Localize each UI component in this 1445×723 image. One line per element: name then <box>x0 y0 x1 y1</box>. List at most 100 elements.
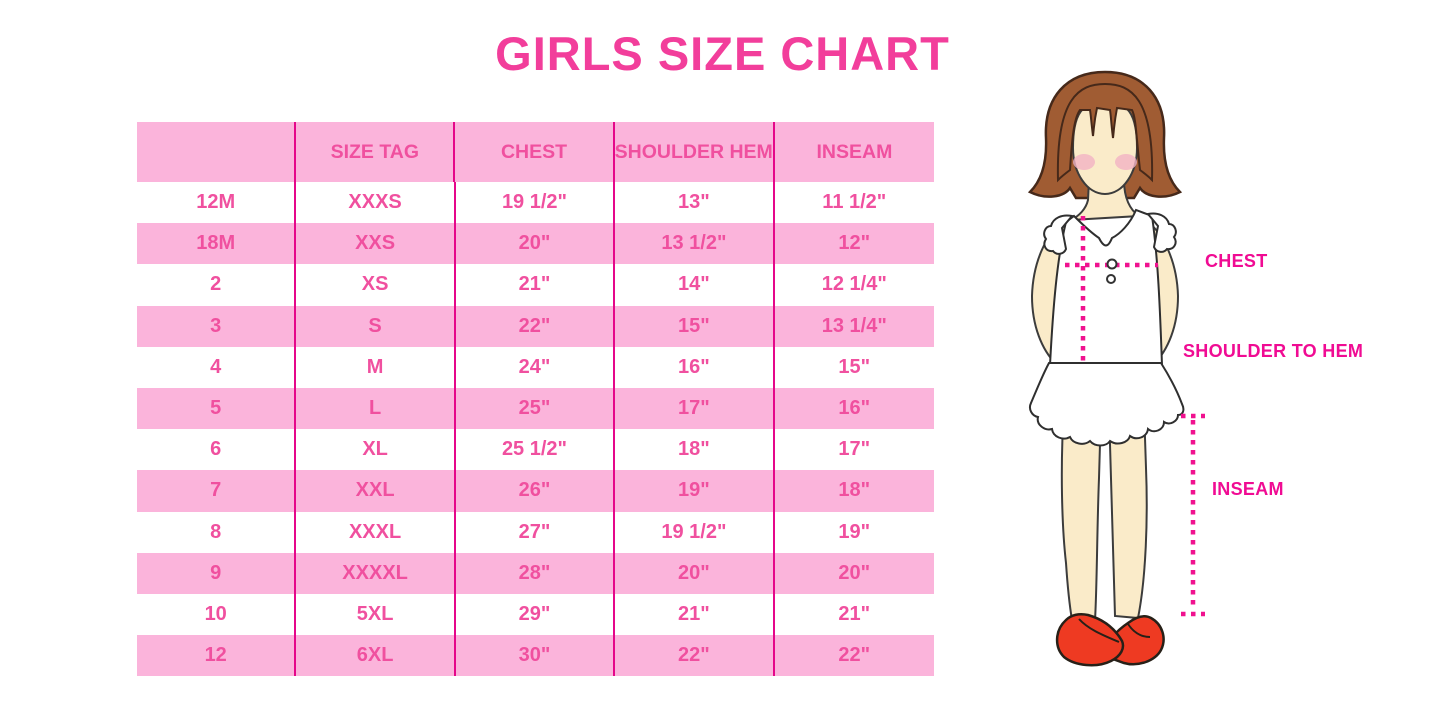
table-cell: XXS <box>296 223 456 265</box>
table-cell: XXXS <box>296 182 456 224</box>
table-cell: 19" <box>838 520 871 543</box>
table-cell: 5XL <box>296 593 456 636</box>
table-cell: 30" <box>456 635 616 677</box>
table-cell: XXXXL <box>296 552 456 594</box>
header-cell <box>137 122 297 182</box>
table-cell: 12 <box>137 635 297 677</box>
table-cell: 12 1/4" <box>821 273 887 296</box>
inseam-label: INSEAM <box>1212 479 1284 499</box>
table-cell: L <box>296 387 456 430</box>
table-cell: 15" <box>838 355 871 378</box>
girls-size-table: SIZE TAG CHEST SHOULDER HEM INSEAM 12M XXXS 19… <box>137 122 934 677</box>
table-cell: 25" <box>456 387 616 430</box>
table-cell: 19 1/2" <box>615 511 775 553</box>
table-row: 5 L 25" 17" 16" <box>137 387 934 430</box>
table-row: 12 6XL 30" 22" 22" <box>137 635 934 677</box>
left-shoulder-ruffle <box>1043 214 1074 255</box>
table-cell: 24" <box>456 346 616 388</box>
table-cell: 20" <box>456 223 616 265</box>
table-cell: 10 <box>137 593 297 636</box>
right-leg-shape <box>1107 406 1148 620</box>
table-cell: M <box>296 346 456 388</box>
table-row: 4 M 24" 16" 15" <box>137 346 934 388</box>
table-cell: XS <box>296 264 456 306</box>
top-button-1 <box>1106 258 1118 270</box>
table-cell: 12M <box>137 182 297 224</box>
shoulder-to-hem-label: SHOULDER TO HEM <box>1183 341 1364 361</box>
table-cell: 19" <box>615 470 775 512</box>
table-cell: 29" <box>456 593 616 636</box>
top-button-2 <box>1106 274 1116 284</box>
right-shoe-strap <box>1127 623 1151 638</box>
table-row: 18M XXS 20" 13 1/2" 12" <box>137 223 934 265</box>
table-cell: 21" <box>456 264 616 306</box>
measurement-diagram: CHEST SHOULDER TO HEM INSEAM <box>1000 58 1445 698</box>
header-cell: SHOULDER HEM <box>615 122 775 182</box>
table-cell: 3 <box>137 305 297 347</box>
table-row: 12M XXXS 19 1/2" 13" 11 1/2" <box>137 182 934 224</box>
table-cell: 8 <box>137 511 297 553</box>
table-row: 8 XXXL 27" 19 1/2" 19" <box>137 511 934 553</box>
header-cell: CHEST <box>455 122 615 182</box>
table-header-row: SIZE TAG CHEST SHOULDER HEM INSEAM <box>137 122 934 182</box>
bangs-shape <box>1056 82 1154 183</box>
right-shoulder-ruffle <box>1146 212 1177 253</box>
table-cell: 25 1/2" <box>456 429 616 471</box>
table-cell: 4 <box>137 346 297 388</box>
table-cell: 18" <box>838 479 871 502</box>
table-cell: 6 <box>137 429 297 471</box>
table-cell: 28" <box>456 552 616 594</box>
skirt-shape <box>1028 362 1185 447</box>
table-cell: 11 1/2" <box>822 191 887 214</box>
table-cell: 22" <box>838 644 871 667</box>
header-cell: INSEAM <box>816 140 893 163</box>
table-row: 7 XXL 26" 19" 18" <box>137 470 934 512</box>
blush-left <box>1073 154 1095 170</box>
table-cell: 22" <box>456 305 616 347</box>
table-cell: 20" <box>615 552 775 594</box>
table-cell: 9 <box>137 552 297 594</box>
table-cell: 15" <box>615 305 775 347</box>
table-cell: 16" <box>615 346 775 388</box>
table-cell: XL <box>296 429 456 471</box>
left-shoe-strap <box>1078 618 1120 643</box>
table-cell: 21" <box>838 602 871 625</box>
table-cell: 22" <box>615 635 775 677</box>
table-cell: 18M <box>137 223 297 265</box>
face-shape <box>1071 100 1139 196</box>
table-cell: 13 1/4" <box>821 314 887 337</box>
table-cell: 12" <box>838 232 871 255</box>
top-garment-shape <box>1048 208 1164 366</box>
neck-shape <box>1070 179 1143 221</box>
table-cell: 7 <box>137 470 297 512</box>
table-cell: 16" <box>838 397 871 420</box>
table-cell: 26" <box>456 470 616 512</box>
table-cell: 2 <box>137 264 297 306</box>
table-row: 9 XXXXL 28" 20" 20" <box>137 552 934 594</box>
table-cell: 21" <box>615 593 775 636</box>
table-row: 3 S 22" 15" 13 1/4" <box>137 305 934 347</box>
table-cell: 6XL <box>296 635 456 677</box>
table-cell: 5 <box>137 387 297 430</box>
left-shoe-shape <box>1055 612 1125 667</box>
table-cell: 13 1/2" <box>615 223 775 265</box>
blush-right <box>1115 154 1137 170</box>
table-cell: 20" <box>838 561 871 584</box>
table-cell: 17" <box>838 438 871 461</box>
table-row: 2 XS 21" 14" 12 1/4" <box>137 264 934 306</box>
table-cell: XXL <box>296 470 456 512</box>
table-cell: 19 1/2" <box>456 182 616 224</box>
table-cell: 18" <box>615 429 775 471</box>
page-title: GIRLS SIZE CHART <box>495 27 950 80</box>
table-cell: 27" <box>456 511 616 553</box>
table-row: 6 XL 25 1/2" 18" 17" <box>137 429 934 471</box>
chest-label: CHEST <box>1205 251 1268 271</box>
table-cell: 14" <box>615 264 775 306</box>
girl-illustration <box>1027 70 1205 667</box>
table-cell: 17" <box>615 387 775 430</box>
header-cell: SIZE TAG <box>296 122 456 182</box>
table-cell: S <box>296 305 456 347</box>
left-leg-shape <box>1060 406 1103 621</box>
table-cell: XXXL <box>296 511 456 553</box>
table-cell: 13" <box>615 182 775 224</box>
